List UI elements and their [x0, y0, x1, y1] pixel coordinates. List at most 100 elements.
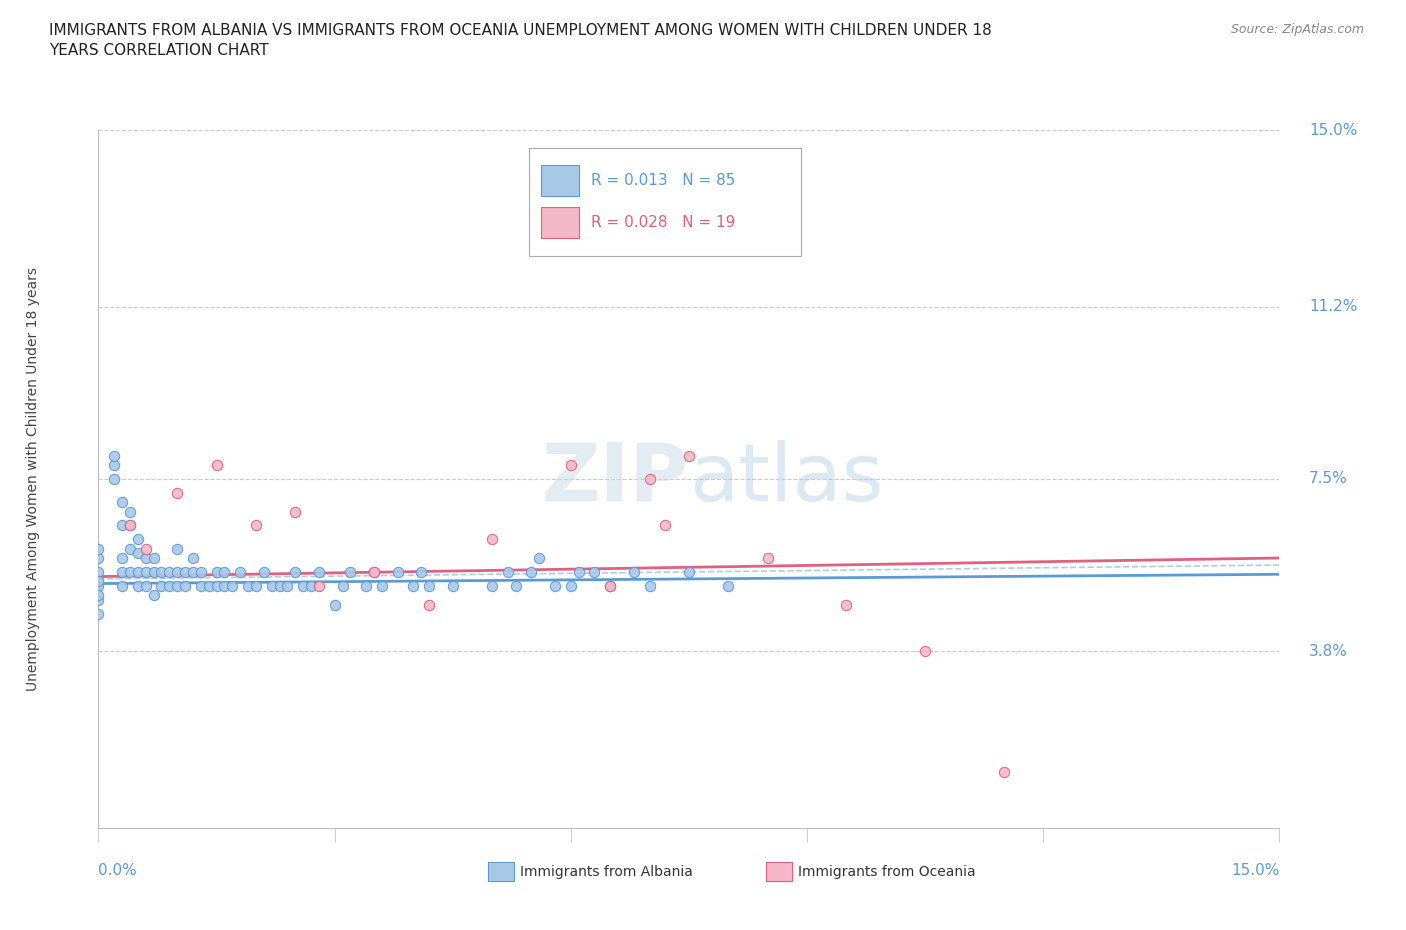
Point: [269, 578, 291, 593]
Point: [299, 578, 322, 593]
Point: [111, 565, 134, 579]
Point: [441, 578, 464, 593]
Point: [678, 565, 700, 579]
Point: [638, 472, 661, 486]
Point: [496, 565, 519, 579]
Point: [481, 532, 503, 547]
Point: [87, 551, 110, 565]
Point: [205, 578, 228, 593]
Point: [87, 592, 110, 607]
Point: [599, 578, 621, 593]
Text: atlas: atlas: [689, 440, 883, 518]
FancyBboxPatch shape: [766, 862, 792, 882]
Text: Source: ZipAtlas.com: Source: ZipAtlas.com: [1230, 23, 1364, 36]
Text: Immigrants from Albania: Immigrants from Albania: [520, 865, 693, 879]
Point: [418, 597, 440, 612]
Point: [583, 565, 606, 579]
Point: [111, 495, 134, 510]
Text: Immigrants from Oceania: Immigrants from Oceania: [797, 865, 976, 879]
Point: [205, 458, 228, 472]
Point: [118, 518, 141, 533]
Point: [323, 597, 346, 612]
Point: [654, 518, 676, 533]
Point: [402, 578, 425, 593]
Point: [835, 597, 858, 612]
Point: [354, 578, 377, 593]
Point: [118, 504, 141, 519]
Point: [560, 458, 582, 472]
Point: [245, 578, 267, 593]
Point: [418, 578, 440, 593]
Point: [190, 565, 212, 579]
Point: [135, 578, 157, 593]
Point: [118, 541, 141, 556]
Point: [118, 565, 141, 579]
Point: [363, 565, 385, 579]
Text: ZIP: ZIP: [541, 440, 689, 518]
Point: [236, 578, 259, 593]
Point: [332, 578, 354, 593]
Point: [103, 448, 125, 463]
Text: 0.0%: 0.0%: [98, 863, 138, 878]
Text: 15.0%: 15.0%: [1232, 863, 1279, 878]
Point: [103, 458, 125, 472]
Text: Unemployment Among Women with Children Under 18 years: Unemployment Among Women with Children U…: [27, 267, 41, 691]
Point: [284, 565, 307, 579]
Point: [166, 541, 188, 556]
Point: [560, 578, 582, 593]
FancyBboxPatch shape: [541, 166, 579, 196]
Point: [756, 551, 779, 565]
Text: 7.5%: 7.5%: [1309, 472, 1348, 486]
Point: [678, 448, 700, 463]
Point: [87, 578, 110, 593]
Point: [127, 578, 149, 593]
Point: [87, 574, 110, 589]
Point: [308, 565, 330, 579]
Point: [260, 578, 283, 593]
Point: [166, 485, 188, 500]
FancyBboxPatch shape: [541, 207, 579, 238]
Point: [221, 578, 243, 593]
Text: 3.8%: 3.8%: [1309, 644, 1348, 658]
Point: [135, 565, 157, 579]
Point: [411, 565, 433, 579]
Point: [87, 565, 110, 579]
Point: [111, 578, 134, 593]
Point: [568, 565, 591, 579]
Point: [135, 551, 157, 565]
Point: [371, 578, 394, 593]
Point: [150, 565, 173, 579]
Point: [87, 588, 110, 603]
Point: [363, 565, 385, 579]
Point: [245, 518, 267, 533]
Point: [174, 565, 197, 579]
Point: [166, 565, 188, 579]
Point: [529, 551, 551, 565]
Text: 15.0%: 15.0%: [1309, 123, 1357, 138]
Text: IMMIGRANTS FROM ALBANIA VS IMMIGRANTS FROM OCEANIA UNEMPLOYMENT AMONG WOMEN WITH: IMMIGRANTS FROM ALBANIA VS IMMIGRANTS FR…: [49, 23, 993, 58]
Point: [638, 578, 661, 593]
Point: [111, 551, 134, 565]
Text: R = 0.028   N = 19: R = 0.028 N = 19: [591, 215, 735, 230]
Point: [229, 565, 252, 579]
Point: [190, 578, 212, 593]
Point: [118, 518, 141, 533]
Point: [308, 578, 330, 593]
Point: [292, 578, 315, 593]
Point: [174, 578, 197, 593]
Point: [166, 578, 188, 593]
Point: [142, 551, 165, 565]
Point: [150, 578, 173, 593]
Point: [205, 565, 228, 579]
Point: [157, 578, 180, 593]
Point: [276, 578, 298, 593]
FancyBboxPatch shape: [530, 148, 801, 256]
Point: [599, 578, 621, 593]
Point: [253, 565, 276, 579]
Point: [142, 565, 165, 579]
Point: [127, 565, 149, 579]
Point: [387, 565, 409, 579]
Point: [339, 565, 361, 579]
Point: [214, 565, 236, 579]
Point: [111, 518, 134, 533]
